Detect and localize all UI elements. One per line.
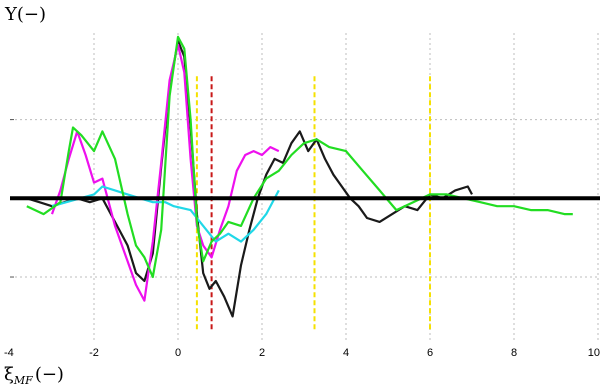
series-line (26, 39, 473, 318)
series-line (51, 185, 280, 243)
x-tick-label: 6 (427, 347, 433, 359)
x-tick-label: 2 (259, 347, 265, 359)
x-tick-label: 10 (588, 347, 600, 359)
y-axis-label: Y(−) (4, 4, 46, 25)
reference-lines (195, 76, 431, 333)
x-tick-label: 4 (343, 347, 349, 359)
series-group (26, 35, 573, 318)
x-tick-label: -4 (4, 347, 14, 359)
series-line (26, 35, 573, 279)
x-tick-label: -2 (89, 347, 99, 359)
x-axis-label-tail: (−) (35, 364, 64, 385)
grid (10, 33, 599, 340)
x-axis-label: ξMF (−) (4, 364, 64, 387)
x-tick-label: 0 (175, 347, 181, 359)
tick-labels: -4 -2 0 2 4 6 8 10 (4, 347, 600, 359)
x-tick-label: 8 (511, 347, 517, 359)
x-axis-label-subscript: MF (13, 374, 33, 387)
